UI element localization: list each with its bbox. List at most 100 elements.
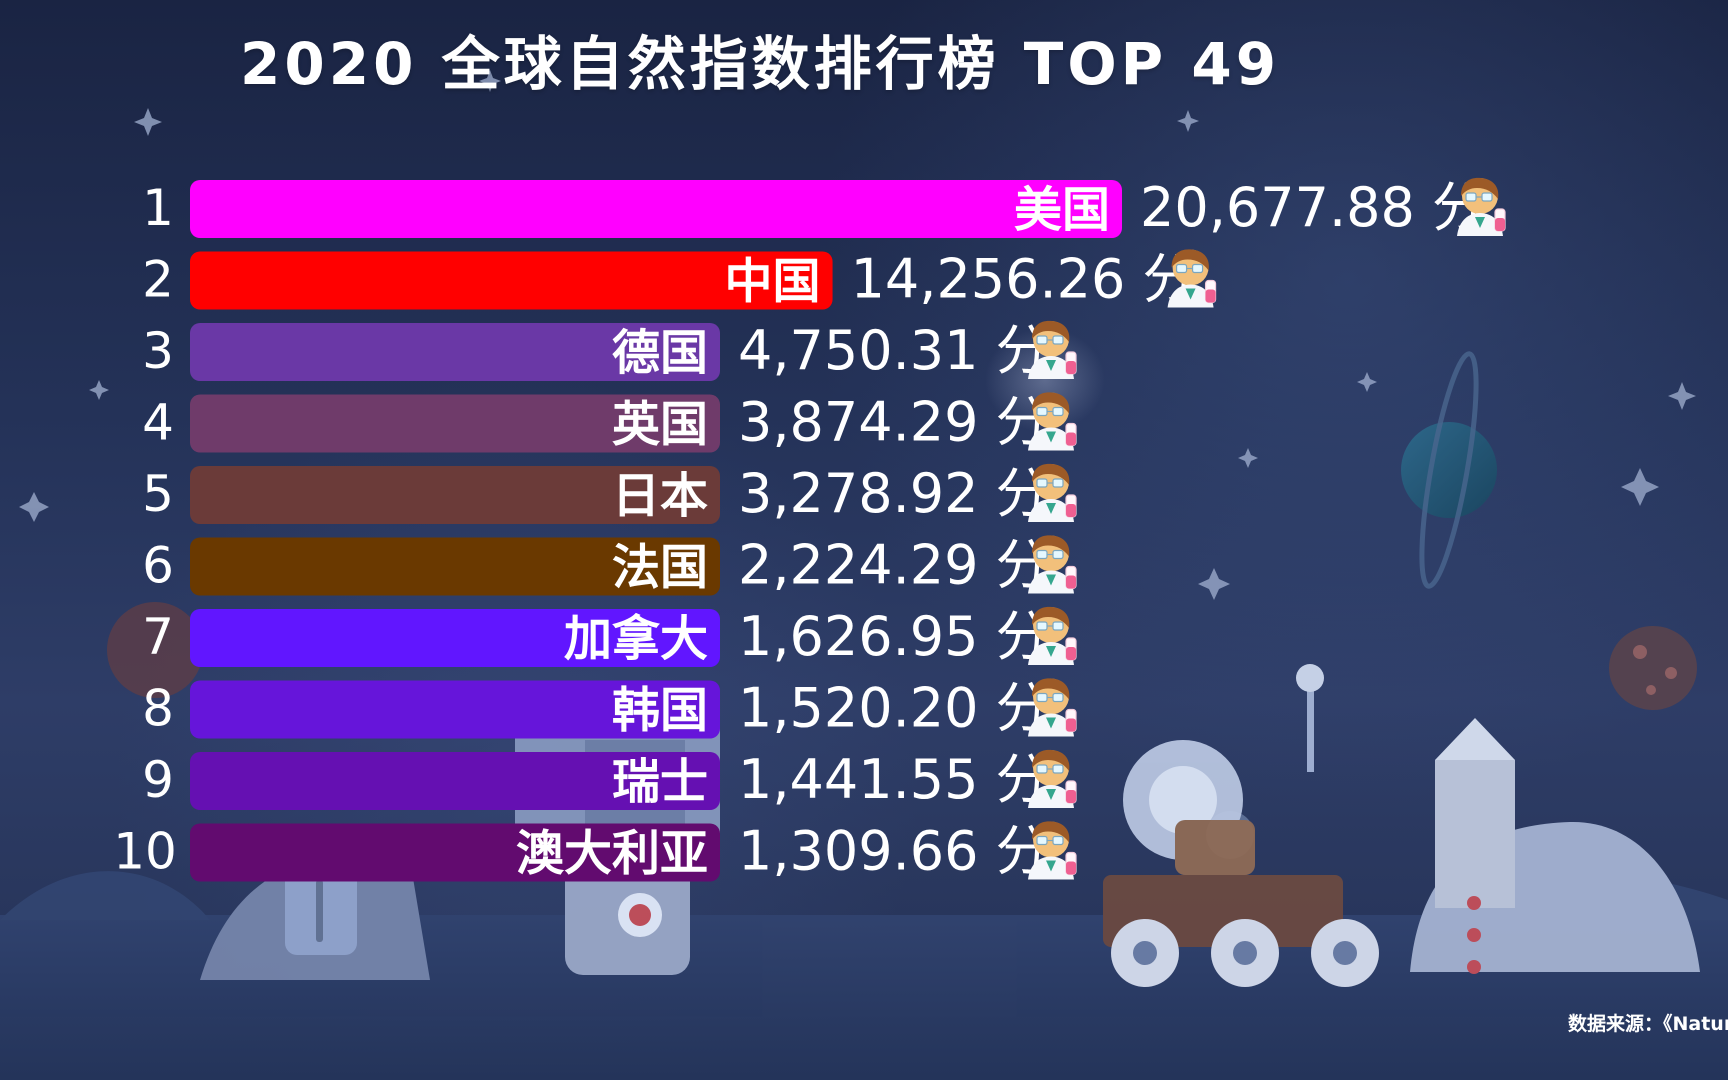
value-label: 20,677.88 分 xyxy=(1140,176,1486,239)
scientist-hair-icon xyxy=(1032,392,1070,414)
test-tube-liquid-icon xyxy=(1066,790,1076,803)
asteroid-crater-icon xyxy=(1646,685,1656,695)
star-icon xyxy=(134,108,162,136)
star-icon xyxy=(89,380,109,400)
bar xyxy=(190,609,720,667)
rank-label: 6 xyxy=(142,537,174,595)
bar xyxy=(190,466,720,524)
star-icon xyxy=(1238,448,1258,468)
country-label: 澳大利亚 xyxy=(516,826,708,882)
bar-row: 10 澳大利亚 1,309.66 分 xyxy=(113,820,1077,883)
value-label: 3,278.92 分 xyxy=(738,462,1050,525)
bar-row: 8 韩国 1,520.20 分 xyxy=(142,677,1077,740)
rover-wheel-hub-icon xyxy=(1133,941,1157,965)
scientist-icon xyxy=(1028,749,1077,808)
scientist-glasses-icon xyxy=(1036,692,1048,703)
scientist-glasses-icon xyxy=(1052,549,1064,560)
scientist-shirt-icon xyxy=(1046,503,1056,514)
bar xyxy=(190,180,1122,238)
rank-label: 8 xyxy=(142,680,174,738)
country-label: 加拿大 xyxy=(564,611,708,667)
test-tube-liquid-icon xyxy=(1066,861,1076,875)
value-label: 2,224.29 分 xyxy=(738,534,1050,597)
red-planet-icon xyxy=(107,602,203,698)
scientist-icon xyxy=(1028,463,1077,522)
scientist-icon xyxy=(1028,535,1077,594)
scientist-shirt-icon xyxy=(1475,217,1485,228)
asteroid-icon xyxy=(1609,626,1697,710)
value-label: 1,309.66 分 xyxy=(738,820,1050,883)
country-label: 日本 xyxy=(612,468,708,524)
scientist-glasses-icon xyxy=(1175,263,1188,274)
rover-wheel-hub-icon xyxy=(1333,941,1357,965)
test-tube-liquid-icon xyxy=(1066,575,1076,589)
bar-row: 2 中国 14,256.26 分 xyxy=(142,248,1217,311)
asteroid-crater-icon xyxy=(1665,667,1677,679)
rover-wheel-hub-icon xyxy=(1233,941,1257,965)
country-label: 中国 xyxy=(725,254,821,310)
scientist-hair-icon xyxy=(1032,749,1070,771)
scientist-glasses-icon xyxy=(1036,549,1048,560)
country-label: 韩国 xyxy=(612,683,708,739)
bar-row: 1 美国 20,677.88 分 xyxy=(142,176,1506,239)
scientist-glasses-icon xyxy=(1052,692,1064,703)
scientist-hair-icon xyxy=(1032,320,1070,342)
scientist-shirt-icon xyxy=(1046,646,1056,657)
scientist-glasses-icon xyxy=(1191,263,1204,274)
scientist-icon xyxy=(1028,821,1077,880)
scientist-icon xyxy=(1457,177,1506,236)
rank-label: 1 xyxy=(142,179,174,237)
rank-label: 3 xyxy=(142,322,174,380)
scientist-glasses-icon xyxy=(1052,621,1064,631)
right-tower-roof xyxy=(1435,718,1515,760)
scientist-glasses-icon xyxy=(1036,621,1048,631)
scientist-shirt-icon xyxy=(1185,288,1196,300)
scientist-glasses-icon xyxy=(1052,335,1064,345)
scientist-shirt-icon xyxy=(1046,717,1056,729)
country-label: 德国 xyxy=(612,325,708,381)
test-tube-liquid-icon xyxy=(1066,647,1076,660)
scientist-glasses-icon xyxy=(1052,835,1064,846)
bar xyxy=(190,752,720,810)
scientist-glasses-icon xyxy=(1465,192,1477,202)
left-hill xyxy=(0,871,210,920)
scientist-glasses-icon xyxy=(1052,764,1064,774)
star-icon xyxy=(19,492,49,522)
value-label: 4,750.31 分 xyxy=(738,319,1050,382)
scientist-icon xyxy=(1028,606,1077,665)
country-label: 瑞士 xyxy=(612,754,708,810)
rank-label: 10 xyxy=(113,823,177,881)
scientist-shirt-icon xyxy=(1046,360,1056,371)
asteroid-crater-icon xyxy=(1633,645,1647,659)
scientist-icon xyxy=(1028,320,1077,379)
scientist-shirt-icon xyxy=(1046,789,1056,800)
bar xyxy=(190,394,720,453)
rank-label: 5 xyxy=(142,465,174,523)
value-label: 3,874.29 分 xyxy=(738,391,1050,454)
star-field xyxy=(19,70,1696,600)
scientist-hair-icon xyxy=(1171,249,1209,271)
scientist-hair-icon xyxy=(1032,821,1070,843)
test-tube-liquid-icon xyxy=(1066,504,1076,517)
scientist-glasses-icon xyxy=(1036,835,1048,846)
scientist-glasses-icon xyxy=(1052,478,1064,488)
bar-chart: 1 美国 20,677.88 分 2 中国 14,256.26 分 3 德国 4,750.31 … xyxy=(113,176,1506,883)
star-icon xyxy=(1198,568,1230,600)
test-tube-liquid-icon xyxy=(1205,289,1216,303)
country-label: 法国 xyxy=(612,540,708,596)
middle-base-window-inner xyxy=(629,904,651,926)
test-tube-liquid-icon xyxy=(1066,718,1076,732)
test-tube-liquid-icon xyxy=(1495,218,1505,231)
scientist-glasses-icon xyxy=(1481,192,1493,202)
scientist-glasses-icon xyxy=(1036,478,1048,488)
value-label: 1,441.55 分 xyxy=(738,748,1050,811)
antenna-pole xyxy=(1307,677,1314,772)
value-label: 1,520.20 分 xyxy=(738,677,1050,740)
planet-ring-icon xyxy=(1419,351,1479,589)
page-title: 2020 全球自然指数排行榜 TOP 49 xyxy=(240,30,1281,98)
scientist-hair-icon xyxy=(1032,463,1070,485)
rank-label: 4 xyxy=(142,394,174,452)
scientist-shirt-icon xyxy=(1046,431,1056,443)
bar xyxy=(190,251,833,310)
